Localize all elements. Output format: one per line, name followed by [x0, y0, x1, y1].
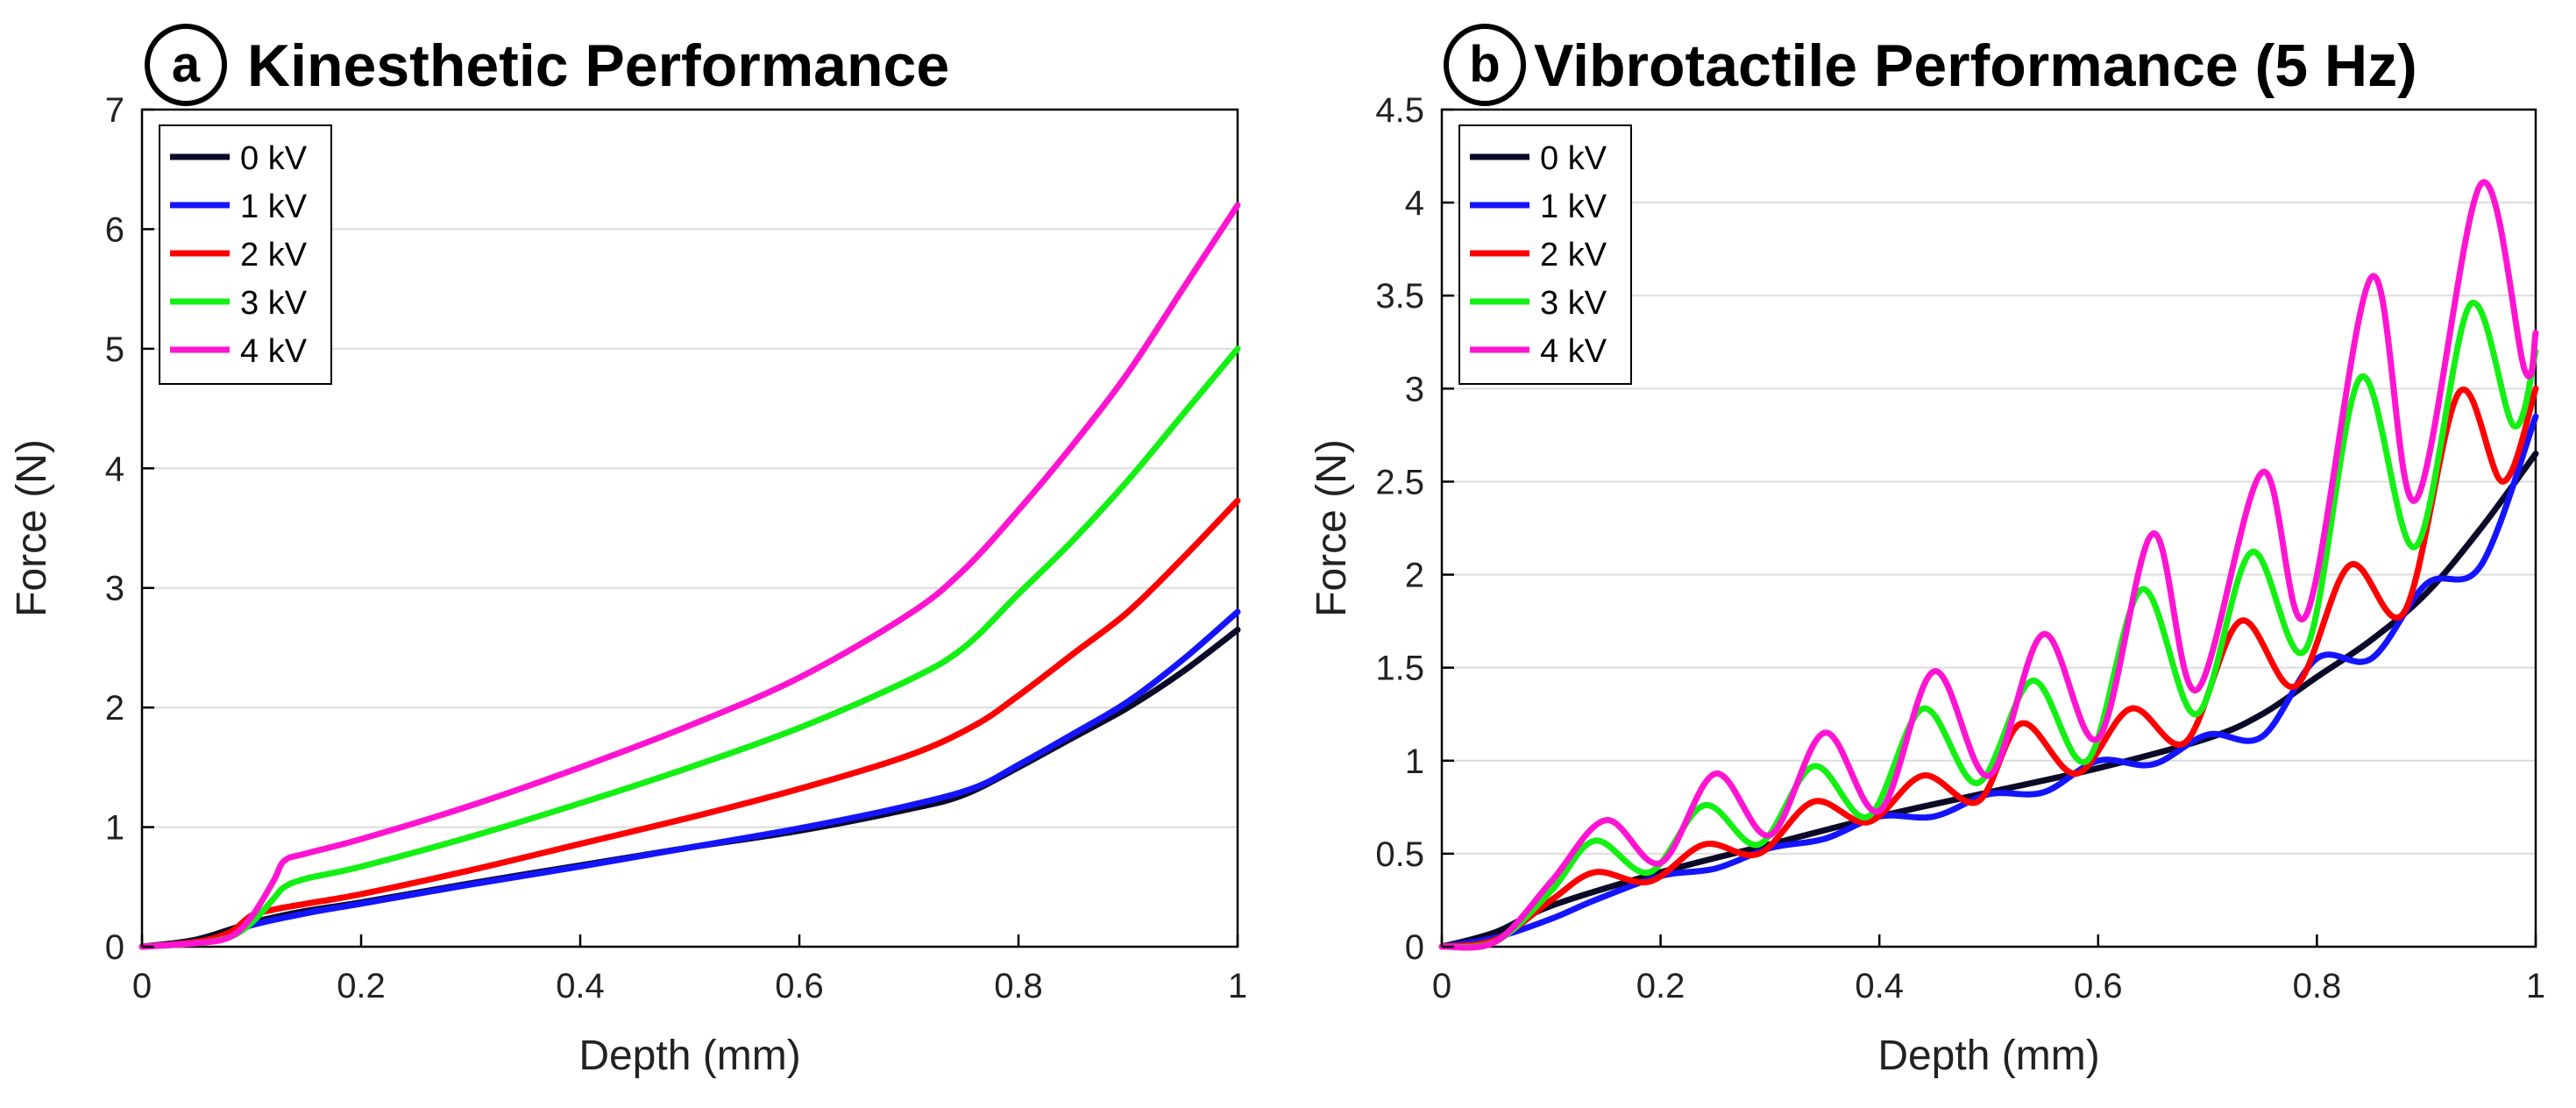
- panel-b-y-axis-label: Force (N): [1309, 439, 1355, 617]
- panel-a-plot-frame: [140, 108, 1239, 948]
- panel-a-x-tick-label-0-8: 0.8: [994, 967, 1043, 1005]
- panel-b-legend-label-4-kv: 4 kV: [1540, 333, 1607, 370]
- panel-b-title: Vibrotactile Performance (5 Hz): [1534, 32, 2417, 99]
- panel-a-x-tick-label-0-2: 0.2: [337, 967, 386, 1005]
- panel-a-legend: 0 kV 1 kV 2 kV 3 kV 4 kV: [159, 124, 332, 385]
- panel-b-series-group: [1438, 179, 2539, 951]
- panel-b-vibrotactile: b Vibrotactile Performance (5 Hz) 0 0.2 0.…: [1309, 24, 2545, 1079]
- panel-b-y-tick-label-3: 3: [1405, 370, 1424, 408]
- panel-b-y-tick-label-1: 1: [1405, 742, 1424, 781]
- panel-b-legend-label-3-kv: 3 kV: [1540, 285, 1607, 322]
- panel-b-y-tick-label-4-5: 4.5: [1375, 91, 1424, 130]
- panel-a-y-tick-label-3: 3: [105, 570, 124, 608]
- panel-b-legend-label-0-kv: 0 kV: [1540, 140, 1607, 177]
- panel-a-x-tick-label-0-6: 0.6: [775, 967, 824, 1005]
- panel-a-legend-label-1-kv: 1 kV: [240, 188, 308, 225]
- panel-b-x-tick-label-0-6: 0.6: [2074, 967, 2123, 1005]
- panel-b-x-tick-label-0-2: 0.2: [1636, 967, 1685, 1005]
- panel-a-series-line-0-kv: [138, 627, 1241, 950]
- panel-a-label: a: [172, 36, 201, 93]
- panel-b-x-axis-label: Depth (mm): [1877, 1033, 2099, 1079]
- panel-b-x-tick-label-0-8: 0.8: [2293, 967, 2342, 1005]
- panel-b-legend: 0 kV 1 kV 2 kV 3 kV 4 kV: [1458, 124, 1632, 385]
- panel-a-y-tick-label-5: 5: [105, 330, 124, 369]
- panel-b-plot-frame: [1440, 108, 2537, 948]
- panel-a-y-tick-label-1: 1: [105, 809, 124, 848]
- panel-b-y-tick-label-3-5: 3.5: [1375, 277, 1424, 316]
- panel-a-legend-label-0-kv: 0 kV: [240, 140, 308, 177]
- panel-b-x-tick-label-0: 0: [1432, 967, 1451, 1005]
- panel-a-y-axis-label: Force (N): [9, 439, 55, 617]
- panel-b-legend-label-2-kv: 2 kV: [1540, 237, 1607, 273]
- panel-a-legend-label-4-kv: 4 kV: [240, 333, 308, 370]
- panel-b-label: b: [1469, 36, 1500, 93]
- panel-a-series-line-1-kv: [138, 608, 1241, 950]
- panel-b-x-tick-label-1: 1: [2526, 967, 2545, 1005]
- panel-a-x-ticks: 0 0.2 0.4 0.6 0.8 1: [132, 934, 1247, 1005]
- panel-b-legend-label-1-kv: 1 kV: [1540, 188, 1607, 225]
- panel-a-series-line-3-kv: [138, 345, 1241, 950]
- panel-b-y-tick-label-0-5: 0.5: [1375, 835, 1424, 874]
- panel-a-gridlines: [142, 228, 1238, 828]
- panel-b-x-ticks: 0 0.2 0.4 0.6 0.8 1: [1432, 934, 2545, 1005]
- panel-b-label-badge: b: [1444, 24, 1526, 106]
- panel-b-x-tick-label-0-4: 0.4: [1855, 967, 1904, 1005]
- panel-b-y-tick-label-2-5: 2.5: [1375, 463, 1424, 501]
- panel-b-y-tick-label-4: 4: [1405, 184, 1424, 223]
- panel-a-title: Kinesthetic Performance: [247, 32, 949, 99]
- panel-a-y-ticks: 0 1 2 3 4 5 6 7: [105, 91, 154, 967]
- panel-a-x-tick-label-1: 1: [1228, 967, 1247, 1005]
- panel-b-y-ticks: 0 0.5 1 1.5 2 2.5 3 3.5 4 4.5: [1375, 91, 1454, 967]
- panel-a-y-tick-label-6: 6: [105, 210, 124, 249]
- panel-b-y-tick-label-2: 2: [1405, 557, 1424, 595]
- panel-a-y-tick-label-4: 4: [105, 450, 124, 488]
- panel-b-series-line-3-kv: [1438, 299, 2539, 950]
- panel-a-series-group: [138, 202, 1241, 950]
- panel-a-y-tick-label-7: 7: [105, 91, 124, 130]
- panel-a-legend-label-2-kv: 2 kV: [240, 237, 308, 273]
- panel-a-x-tick-label-0: 0: [132, 967, 152, 1005]
- panel-a-x-axis-label: Depth (mm): [578, 1033, 800, 1079]
- panel-a-label-badge: a: [145, 24, 227, 106]
- panel-b-y-tick-label-1-5: 1.5: [1375, 650, 1424, 688]
- panel-a-x-tick-label-0-4: 0.4: [556, 967, 605, 1005]
- panel-a-kinesthetic: a Kinesthetic Performance 0 0.2 0.4 0.6 0.8 1…: [9, 24, 1247, 1079]
- panel-a-y-tick-label-0: 0: [105, 928, 124, 967]
- panel-a-series-line-4-kv: [138, 202, 1241, 950]
- panel-a-legend-label-3-kv: 3 kV: [240, 285, 308, 322]
- panel-b-series-line-2-kv: [1438, 385, 2539, 950]
- panel-b-series-line-1-kv: [1438, 413, 2539, 950]
- panel-b-series-line-4-kv: [1438, 179, 2539, 951]
- panel-b-y-tick-label-0: 0: [1405, 928, 1424, 967]
- panel-a-y-tick-label-2: 2: [105, 689, 124, 728]
